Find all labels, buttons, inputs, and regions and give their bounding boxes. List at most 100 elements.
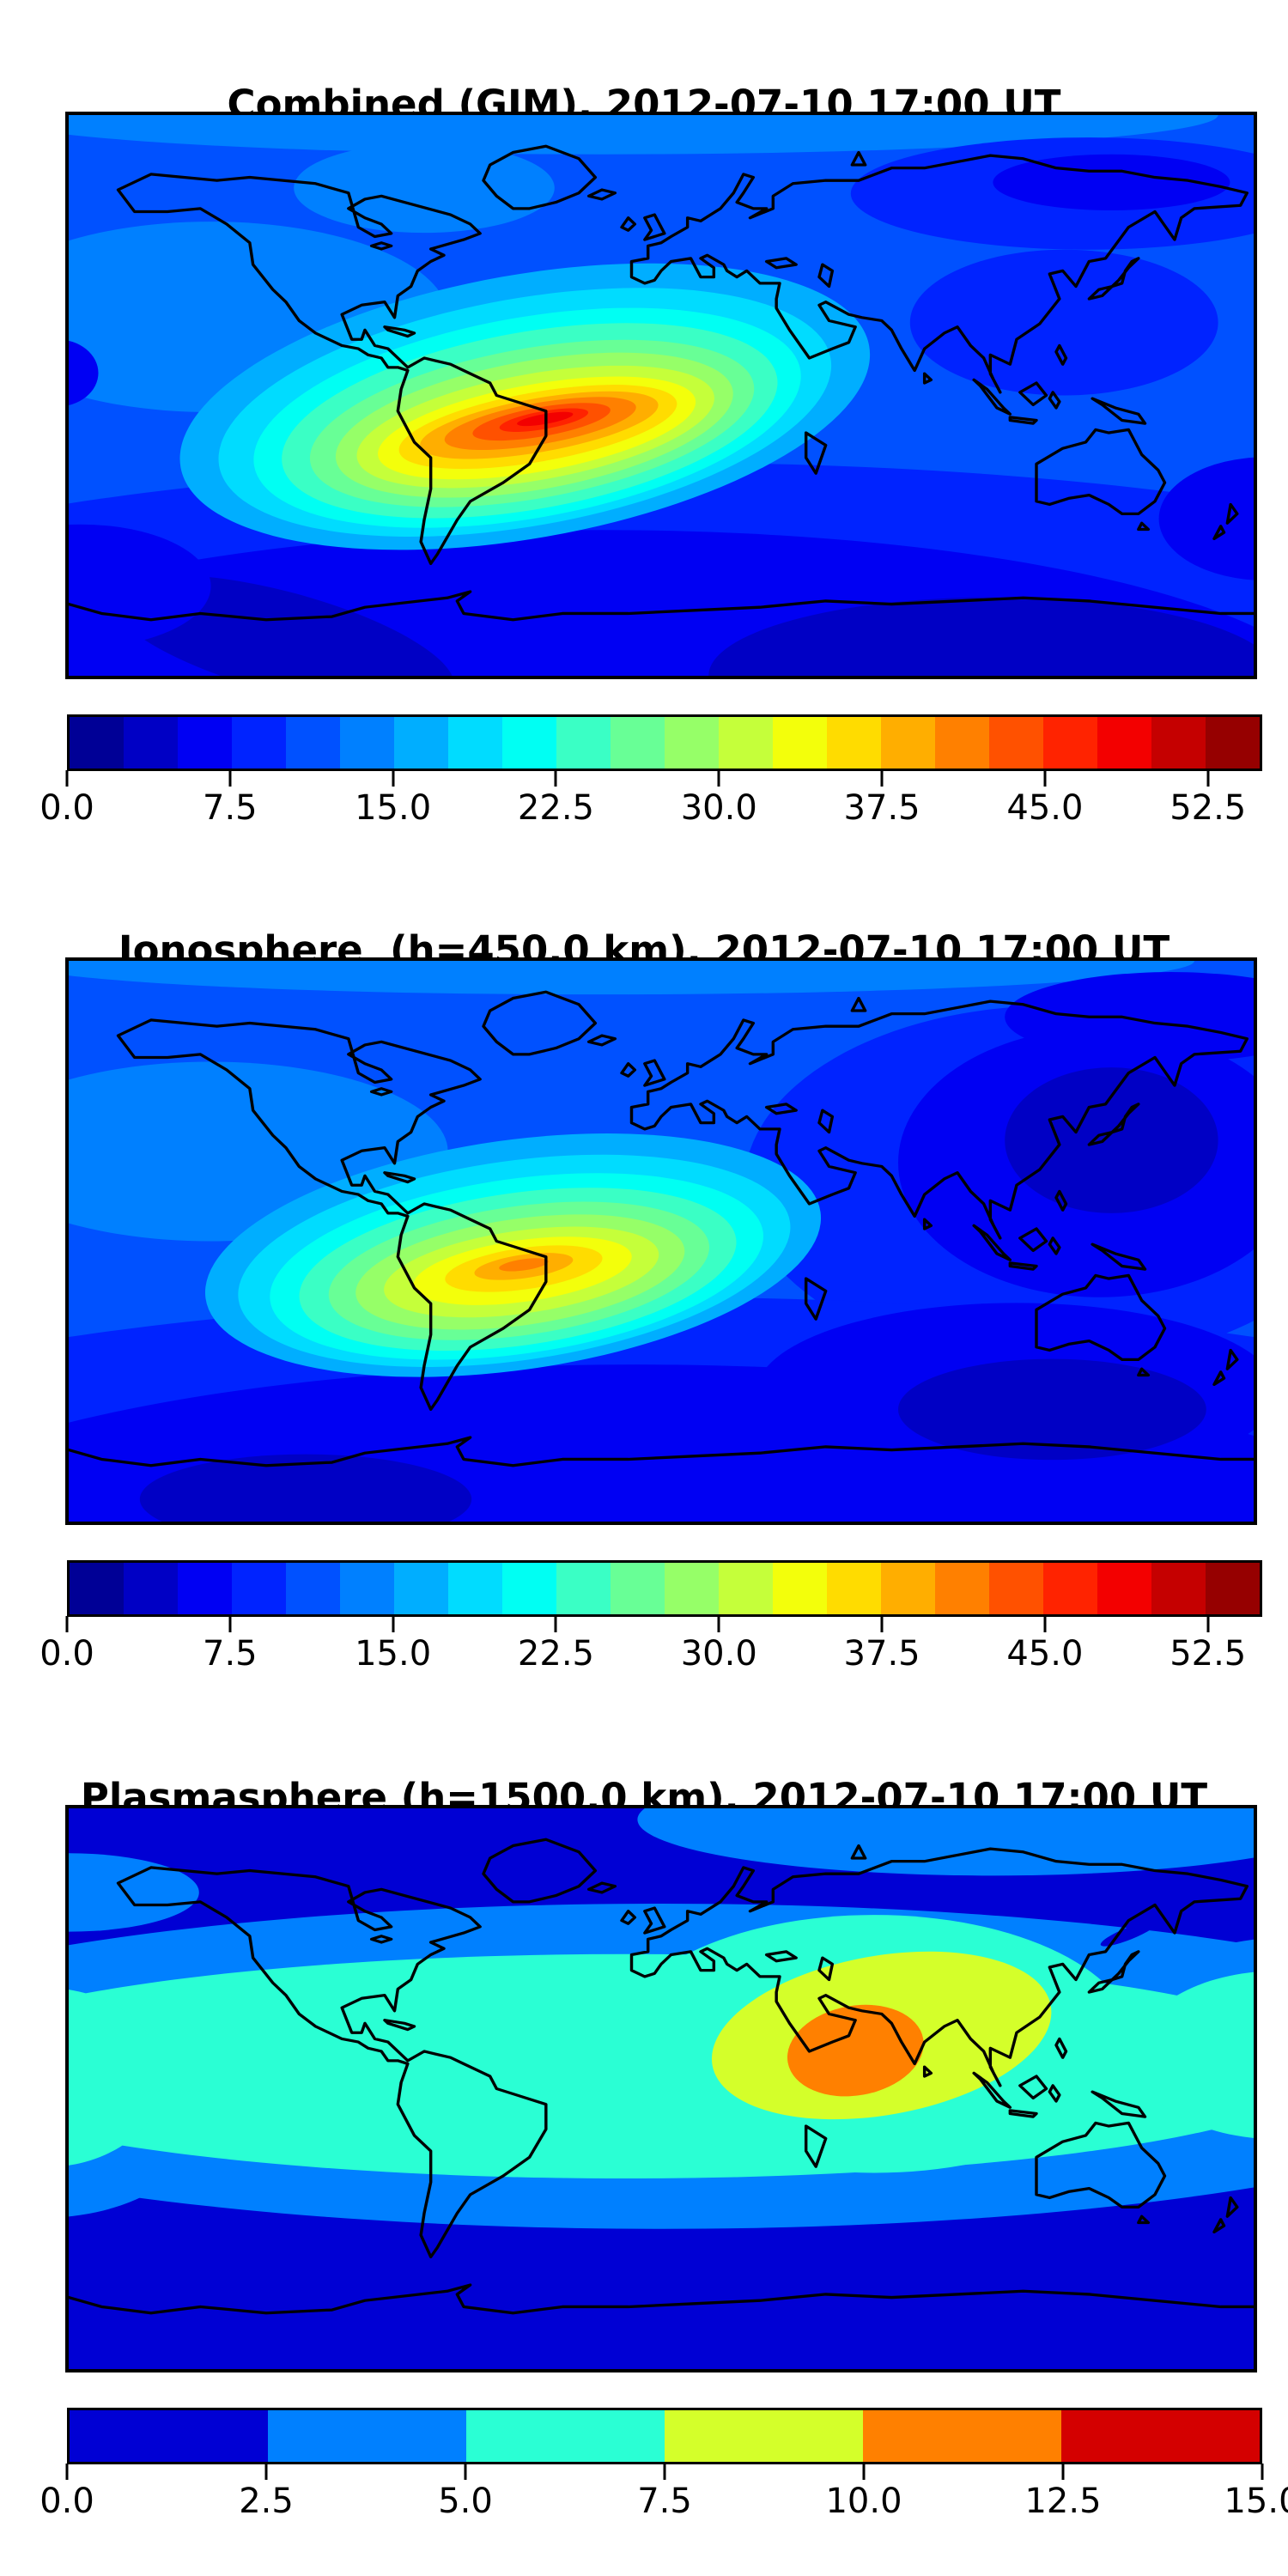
- colorbar-segment: [863, 2410, 1061, 2462]
- contour-blob: [69, 1990, 164, 2166]
- colorbar-segment: [448, 717, 502, 769]
- colorbar-ionosphere: [67, 1560, 1262, 1617]
- colorbar-tick: [1206, 1616, 1210, 1632]
- colorbar-tick: [65, 770, 69, 787]
- colorbar-tick: [717, 1616, 720, 1632]
- contour-blob: [69, 1853, 199, 1932]
- colorbar-tick-label: 52.5: [1170, 788, 1247, 828]
- colorbar-segment: [70, 2410, 268, 2462]
- colorbar-segment: [989, 717, 1043, 769]
- colorbar-tick: [1261, 2464, 1264, 2480]
- colorbar-tick-label: 15.0: [355, 1634, 432, 1674]
- coastline-path: [69, 990, 1254, 1467]
- colorbar-tick-label: 52.5: [1170, 1634, 1247, 1674]
- colorbar-tick: [554, 1616, 557, 1632]
- colorbar-tick: [880, 1616, 884, 1632]
- colorbar-segment: [719, 717, 773, 769]
- colorbar-tick: [392, 1616, 395, 1632]
- colorbar-tick-label: 30.0: [680, 788, 757, 828]
- contour-blob: [69, 115, 1218, 155]
- coastline-path: [69, 144, 1254, 622]
- colorbar-tick: [65, 1616, 69, 1632]
- colorbar-tick-label: 22.5: [517, 788, 594, 828]
- colorbar-tick-label: 0.0: [39, 2482, 94, 2521]
- contour-blob: [1135, 1971, 1254, 2138]
- colorbar-tick: [554, 770, 557, 787]
- contour-field-svg: [69, 961, 1254, 1522]
- colorbar-segment: [394, 1563, 448, 1614]
- colorbar-tick-label: 10.0: [825, 2482, 902, 2521]
- contour-blob: [909, 249, 1218, 396]
- colorbar-tick: [717, 770, 720, 787]
- colorbar-tick-label: 30.0: [680, 1634, 757, 1674]
- colorbar-segment: [448, 1563, 502, 1614]
- panel-ionosphere: Ionosphere (h=450.0 km), 2012-07-10 17:0…: [0, 846, 1288, 1692]
- colorbar-segment: [1151, 1563, 1206, 1614]
- colorbar-tick: [663, 2464, 666, 2480]
- colorbar-segment: [70, 1563, 124, 1614]
- colorbar-segment: [665, 1563, 719, 1614]
- colorbar-segment: [178, 1563, 232, 1614]
- colorbar-segment: [394, 717, 448, 769]
- colorbar-tick: [1043, 1616, 1047, 1632]
- colorbar-segment: [719, 1563, 773, 1614]
- panel-plasmasphere: Plasmasphere (h=1500.0 km), 2012-07-10 1…: [0, 1693, 1288, 2539]
- colorbar-tick: [264, 2464, 268, 2480]
- colorbar-segment: [340, 1563, 394, 1614]
- colorbar-tick: [228, 770, 232, 787]
- contour-blob: [637, 1808, 1254, 1876]
- colorbar-segment: [665, 717, 719, 769]
- colorbar-ticks-combined: [65, 770, 1262, 787]
- colorbar-tick: [65, 2464, 69, 2480]
- colorbar-plasmasphere: [67, 2408, 1262, 2464]
- colorbar-tick-label: 12.5: [1024, 2482, 1102, 2521]
- contour-blob: [708, 597, 1254, 676]
- contour-field-svg: [69, 115, 1254, 676]
- colorbar-tick-label: 0.0: [39, 1634, 94, 1674]
- colorbar-segment: [935, 717, 989, 769]
- panel-combined-gim: Combined (GIM), 2012-07-10 17:00 UT 0.0 7…: [0, 0, 1288, 846]
- colorbar-tick-label: 15.0: [1224, 2482, 1288, 2521]
- colorbar-combined: [67, 714, 1262, 771]
- colorbar-segment: [827, 717, 881, 769]
- colorbar-segment: [1097, 717, 1151, 769]
- colorbar-segment: [611, 1563, 665, 1614]
- contour-blob: [787, 2004, 924, 2097]
- colorbar-tick-label: 5.0: [438, 2482, 493, 2521]
- colorbar-segment: [232, 717, 286, 769]
- contour-blob: [69, 961, 1194, 995]
- colorbar-segment: [556, 1563, 611, 1614]
- colorbar-segment: [556, 717, 611, 769]
- colorbar-segment: [502, 1563, 556, 1614]
- colorbar-tick: [1206, 770, 1210, 787]
- colorbar-tick-label: 7.5: [203, 1634, 258, 1674]
- contour-blob: [139, 1454, 472, 1522]
- colorbar-segment: [827, 1563, 881, 1614]
- colorbar-labels-ionosphere: 0.0 7.5 15.0 22.5 30.0 37.5 45.0 52.5: [39, 1634, 1262, 1679]
- colorbar-tick-label: 45.0: [1006, 788, 1084, 828]
- colorbar-segment: [881, 1563, 935, 1614]
- colorbar-segment: [773, 1563, 827, 1614]
- colorbar-segment: [1043, 717, 1097, 769]
- colorbar-segment: [124, 717, 178, 769]
- contour-blob: [1158, 457, 1254, 580]
- colorbar-segment: [178, 717, 232, 769]
- colorbar-segment: [286, 1563, 340, 1614]
- colorbar-tick: [228, 1616, 232, 1632]
- contour-field-svg: [69, 1808, 1254, 2369]
- colorbar-tick: [392, 770, 395, 787]
- contour-blob: [69, 340, 99, 405]
- colorbar-tick: [464, 2464, 467, 2480]
- colorbar-segment: [70, 717, 124, 769]
- colorbar-segment: [1206, 717, 1260, 769]
- colorbar-tick-label: 37.5: [843, 788, 920, 828]
- colorbar-segment: [1043, 1563, 1097, 1614]
- contour-blob: [499, 1258, 549, 1272]
- coastline-path: [69, 1838, 1254, 2315]
- colorbar-tick-label: 7.5: [637, 2482, 692, 2521]
- colorbar-segment: [773, 717, 827, 769]
- world-map-ionosphere: [65, 957, 1257, 1525]
- colorbar-segment: [466, 2410, 665, 2462]
- colorbar-tick: [1043, 770, 1047, 787]
